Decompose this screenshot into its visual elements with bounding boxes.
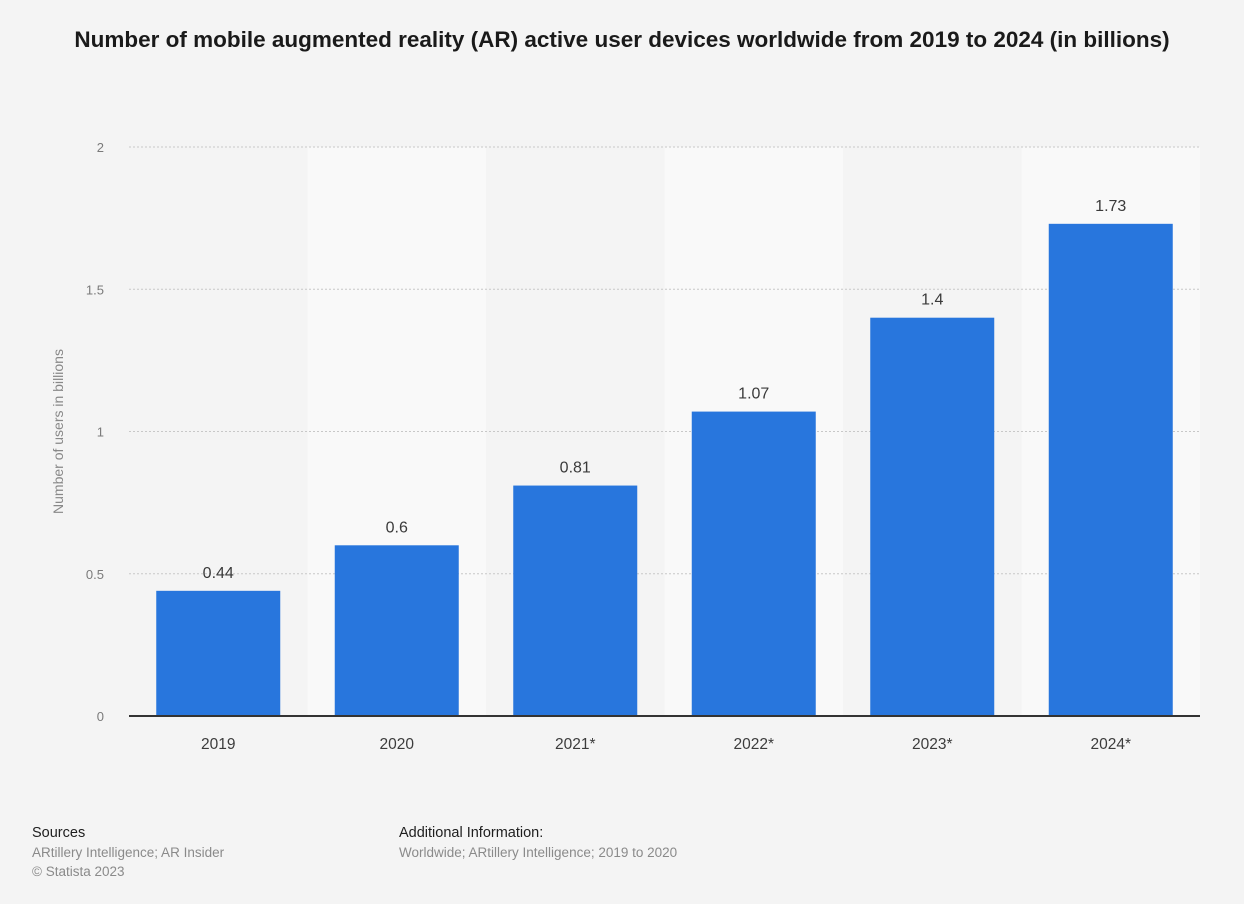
y-tick-label: 1.5 bbox=[86, 282, 104, 297]
x-tick-label: 2020 bbox=[380, 736, 415, 753]
y-tick-label: 2 bbox=[97, 140, 104, 155]
sources-heading: Sources bbox=[32, 825, 86, 841]
value-label: 0.81 bbox=[560, 460, 591, 477]
additional-info-block: Additional Information: Worldwide; ARtil… bbox=[399, 824, 677, 862]
bar bbox=[691, 411, 816, 716]
additional-info-heading: Additional Information: bbox=[399, 825, 544, 841]
x-tick-label: 2019 bbox=[201, 736, 235, 753]
value-label: 1.4 bbox=[921, 292, 943, 309]
sources-text: ARtillery Intelligence; AR Insider bbox=[32, 845, 225, 860]
y-tick-label: 1 bbox=[97, 425, 104, 440]
x-tick-label: 2024* bbox=[1090, 736, 1131, 753]
chart-title: Number of mobile augmented reality (AR) … bbox=[74, 27, 1170, 52]
bar bbox=[156, 590, 281, 716]
x-tick-label: 2023* bbox=[912, 736, 953, 753]
x-tick-label: 2022* bbox=[733, 736, 774, 753]
bar bbox=[1048, 223, 1173, 716]
gridlines bbox=[129, 146, 1200, 575]
value-label: 0.44 bbox=[203, 565, 234, 582]
bar bbox=[870, 317, 995, 716]
value-label: 1.07 bbox=[738, 386, 769, 403]
bars bbox=[156, 223, 1173, 716]
value-label: 0.6 bbox=[386, 519, 408, 536]
y-axis-label: Number of users in billions bbox=[50, 349, 66, 514]
copyright-text: © Statista 2023 bbox=[32, 864, 125, 879]
value-labels: 0.44 0.6 0.81 1.07 1.4 1.73 bbox=[203, 198, 1127, 582]
x-tick-label: 2021* bbox=[555, 736, 596, 753]
y-tick-label: 0 bbox=[97, 709, 104, 724]
sources-block: Sources ARtillery Intelligence; AR Insid… bbox=[32, 824, 224, 881]
y-axis-ticks: 0 0.5 1 1.5 2 bbox=[86, 140, 104, 724]
x-axis-ticks: 2019 2020 2021* 2022* 2023* 2024* bbox=[201, 736, 1131, 753]
bar bbox=[334, 545, 459, 716]
y-tick-label: 0.5 bbox=[86, 567, 104, 582]
value-label: 1.73 bbox=[1095, 198, 1126, 215]
additional-info-text: Worldwide; ARtillery Intelligence; 2019 … bbox=[399, 845, 678, 860]
bar bbox=[513, 485, 638, 716]
